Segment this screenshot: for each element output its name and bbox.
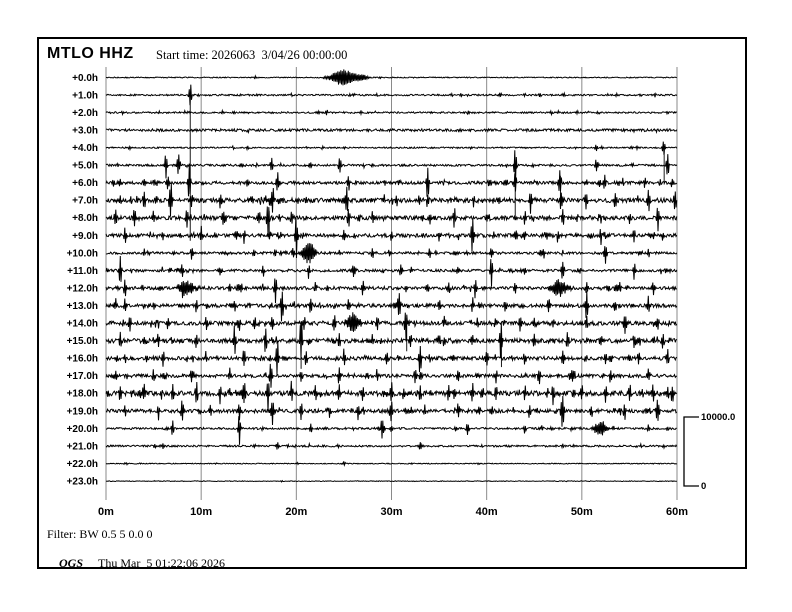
hour-tick-label: +3.0h xyxy=(72,125,98,136)
minute-tick-label: 50m xyxy=(571,506,593,518)
trace-row xyxy=(105,255,678,287)
hour-tick-label: +1.0h xyxy=(72,90,98,101)
hour-tick-label: +15.0h xyxy=(67,336,98,347)
trace-row xyxy=(105,395,678,427)
hour-tick-label: +22.0h xyxy=(67,459,98,470)
trace-row xyxy=(105,141,678,155)
hour-tick-label: +21.0h xyxy=(67,441,98,452)
minute-gridlines xyxy=(105,67,678,500)
plot-frame xyxy=(37,37,747,569)
trace-row xyxy=(105,217,678,259)
hour-tick-label: +2.0h xyxy=(72,108,98,119)
start-time-label: Start time: 2026063 3/04/26 00:00:00 xyxy=(156,48,348,62)
hour-tick-label: +17.0h xyxy=(67,371,98,382)
minute-tick-label: 40m xyxy=(476,506,498,518)
scale-max-label: 10000.0 xyxy=(701,412,736,423)
minute-axis-labels: 0m 10m 20m 30m 40m 50m 60m xyxy=(98,506,688,518)
footer-credit: OGS Thu Mar 5 01:22:06 2026 xyxy=(47,541,225,586)
org-name: OGS xyxy=(59,556,84,570)
render-timestamp: Thu Mar 5 01:22:06 2026 xyxy=(98,556,226,570)
hour-tick-label: +23.0h xyxy=(67,476,98,487)
hour-tick-label: +13.0h xyxy=(67,301,98,312)
hour-tick-label: +19.0h xyxy=(67,406,98,417)
clipped-event-lines xyxy=(189,96,665,369)
hour-tick-label: +7.0h xyxy=(72,196,98,207)
trace-row xyxy=(105,321,678,359)
trace-row xyxy=(105,312,678,342)
hour-tick-label: +16.0h xyxy=(67,354,98,365)
trace-row xyxy=(105,84,678,106)
trace-row xyxy=(105,479,677,483)
hour-axis-labels: +0.0h +1.0h +2.0h +3.0h +4.0h +5.0h +6.0h +7.0h… xyxy=(67,73,98,488)
hour-tick-label: +11.0h xyxy=(67,266,98,277)
hour-tick-label: +5.0h xyxy=(72,161,98,172)
amplitude-scale-bracket xyxy=(683,416,699,487)
hour-tick-label: +4.0h xyxy=(72,143,98,154)
trace-row xyxy=(105,380,678,413)
trace-row xyxy=(105,183,678,217)
trace-row xyxy=(105,69,677,86)
hour-tick-label: +12.0h xyxy=(67,283,98,294)
minute-tick-label: 10m xyxy=(190,506,212,518)
filter-info: Filter: BW 0.5 5 0.0 0 xyxy=(47,527,153,541)
minute-tick-label: 30m xyxy=(380,506,402,518)
hour-tick-label: +6.0h xyxy=(72,178,98,189)
trace-row xyxy=(106,416,677,445)
trace-row xyxy=(105,278,678,304)
hour-tick-label: +0.0h xyxy=(72,73,98,84)
hour-tick-label: +8.0h xyxy=(72,213,98,224)
trace-row xyxy=(105,291,678,322)
trace-row xyxy=(105,441,678,450)
scale-min-label: 0 xyxy=(701,481,707,492)
hour-tick-label: +18.0h xyxy=(67,389,98,400)
station-title: MTLO HHZ xyxy=(47,45,134,62)
hour-tick-label: +20.0h xyxy=(67,424,98,435)
hour-tick-label: +14.0h xyxy=(67,319,98,330)
trace-row xyxy=(105,461,678,467)
trace-row xyxy=(105,127,678,135)
minute-tick-label: 60m xyxy=(666,506,688,518)
trace-row xyxy=(105,150,678,183)
trace-row xyxy=(105,206,678,237)
trace-row xyxy=(105,243,678,264)
trace-row xyxy=(105,108,678,117)
hour-tick-label: +10.0h xyxy=(67,248,98,259)
minute-tick-label: 0m xyxy=(98,506,114,518)
trace-row xyxy=(105,163,678,197)
hour-tick-label: +9.0h xyxy=(72,231,98,242)
minute-tick-label: 20m xyxy=(285,506,307,518)
trace-row xyxy=(105,363,678,388)
seismogram-traces xyxy=(105,69,678,483)
trace-row xyxy=(105,341,678,375)
